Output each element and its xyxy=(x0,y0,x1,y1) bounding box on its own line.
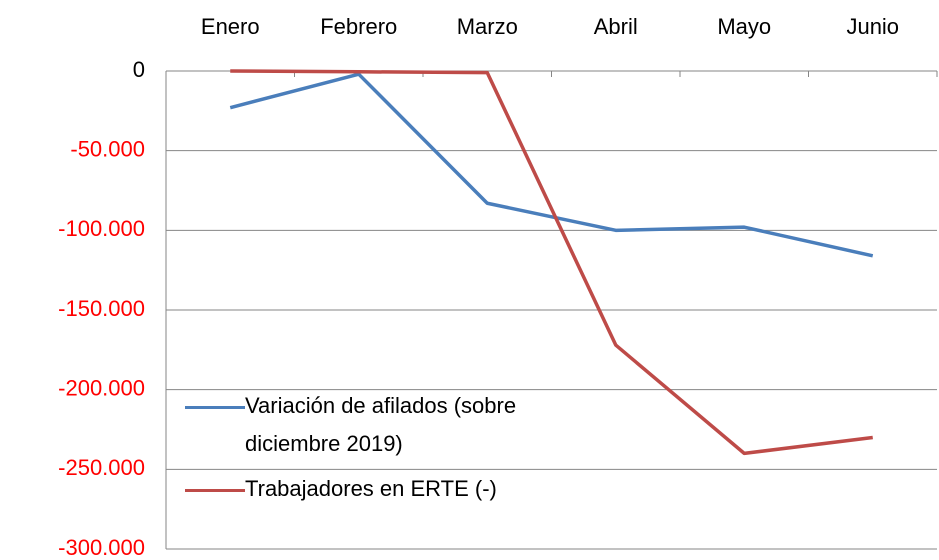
x-tick-label: Abril xyxy=(594,14,638,39)
y-tick-label: -200.000 xyxy=(58,375,145,400)
x-tick-label: Enero xyxy=(201,14,260,39)
y-tick-label: -300.000 xyxy=(58,535,145,560)
x-tick-label: Mayo xyxy=(717,14,771,39)
x-tick-label: Febrero xyxy=(320,14,397,39)
y-tick-label: -100.000 xyxy=(58,216,145,241)
x-tick-label: Junio xyxy=(846,14,899,39)
legend: Variación de afilados (sobre diciembre 2… xyxy=(185,392,565,520)
legend-item: Trabajadores en ERTE (-) xyxy=(185,475,565,508)
y-tick-label: -150.000 xyxy=(58,296,145,321)
x-tick-label: Marzo xyxy=(457,14,518,39)
legend-swatch xyxy=(185,489,245,492)
series-line xyxy=(230,69,873,456)
legend-item: Variación de afilados (sobre diciembre 2… xyxy=(185,392,565,463)
y-tick-label: -50.000 xyxy=(70,136,145,161)
legend-label: Trabajadores en ERTE (-) xyxy=(245,476,497,501)
legend-label: Variación de afilados (sobre diciembre 2… xyxy=(245,393,517,456)
series-line xyxy=(229,72,874,258)
legend-swatch xyxy=(185,406,245,409)
y-tick-label: 0 xyxy=(133,57,145,82)
y-tick-label: -250.000 xyxy=(58,455,145,480)
